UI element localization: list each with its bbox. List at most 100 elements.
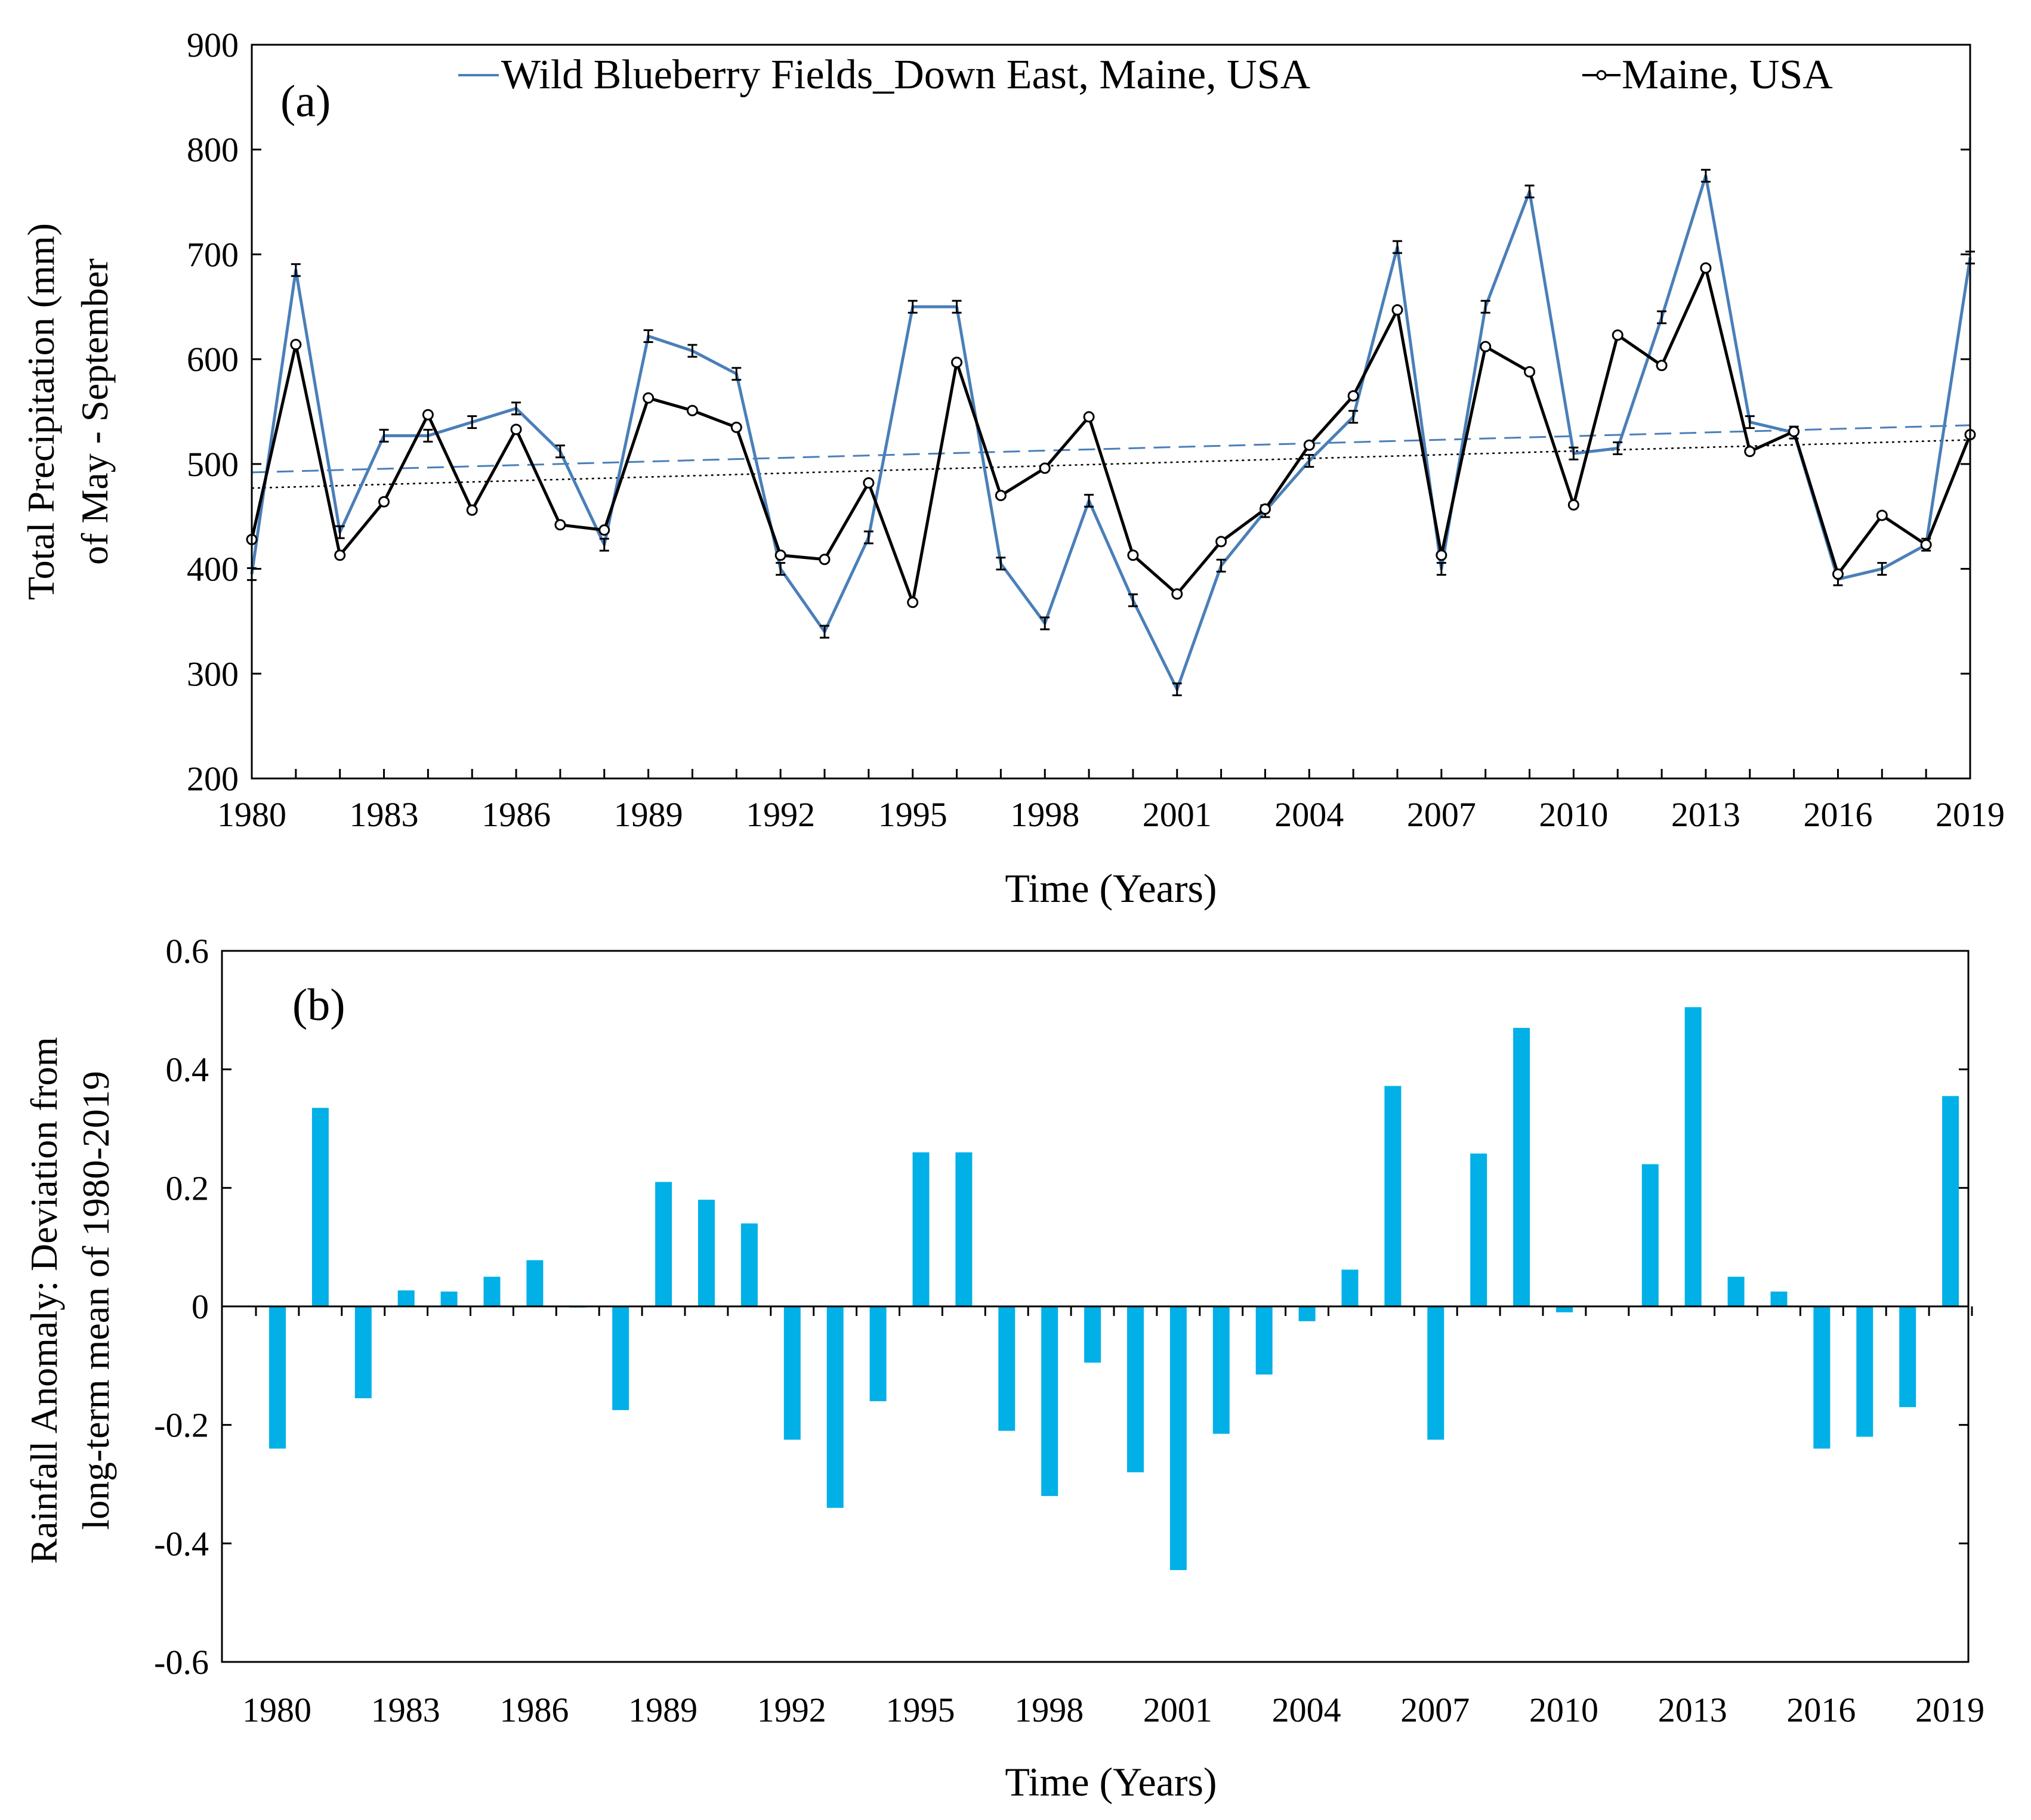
anomaly-bar: [783, 1306, 801, 1440]
panel-a-x-tick-label: 1995: [878, 795, 947, 834]
maine-trendline: [251, 439, 1971, 489]
blueberry-error-bar: [1084, 493, 1094, 508]
blueberry-error-bar: [379, 428, 389, 443]
panel-b-y-tick-label: 0.4: [166, 1050, 209, 1089]
maine-point: [510, 424, 522, 435]
panel-b-x-tick-label: 2001: [1143, 1691, 1212, 1729]
anomaly-bar: [1127, 1306, 1144, 1473]
panel-a-y-tick-label: 500: [187, 445, 239, 484]
anomaly-bar: [1727, 1277, 1745, 1306]
panel-b-x-tick-labels: 1980 1983 1986 1989 1992 1995 1998 2001 2004 2007…: [242, 1691, 1984, 1729]
anomaly-bar: [1856, 1306, 1873, 1437]
anomaly-bar: [311, 1108, 329, 1306]
blueberry-error-bar: [1569, 446, 1579, 461]
panel-b-y-tick-labels: -0.6 -0.4 -0.2 0 0.2 0.4 0.6: [154, 932, 209, 1682]
blueberry-error-bar: [908, 299, 918, 314]
maine-point: [1700, 262, 1712, 274]
panel-b-x-tick-label: 1989: [628, 1691, 697, 1729]
blueberry-error-bar: [291, 263, 301, 277]
panel-a-legend: Wild Blueberry Fields_Down East, Maine, …: [458, 52, 1833, 98]
panel-b-y-tick-label: 0.6: [166, 932, 209, 971]
blueberry-error-bar: [1304, 454, 1314, 468]
blueberry-error-bar: [820, 625, 829, 639]
anomaly-bar: [1942, 1096, 1959, 1306]
anomaly-bar: [1770, 1291, 1788, 1306]
panel-b-x-tick-label: 2016: [1786, 1691, 1856, 1729]
maine-point: [1920, 539, 1932, 551]
panel-a-series-markers: [246, 169, 1976, 697]
panel-b-y-tick-label: -0.4: [154, 1524, 209, 1563]
maine-point: [378, 496, 390, 508]
blueberry-error-bar: [599, 537, 609, 552]
maine-point: [1347, 390, 1359, 402]
maine-point: [1567, 499, 1579, 511]
legend-maine-marker: [1596, 70, 1607, 81]
panel-a-x-tick-label: 2004: [1274, 795, 1344, 834]
blueberry-error-bar: [1657, 310, 1667, 325]
blueberry-error-bar: [1613, 441, 1623, 455]
panel-b-x-tick-label: 1980: [242, 1691, 311, 1729]
anomaly-bar: [826, 1306, 844, 1508]
panel-a-trendlines: [251, 424, 1971, 489]
blueberry-error-bar: [423, 428, 433, 443]
panel-b-x-tick-label: 2019: [1915, 1691, 1984, 1729]
blueberry-error-bar: [1040, 616, 1050, 631]
blueberry-error-bar: [776, 562, 786, 576]
anomaly-bar: [269, 1306, 286, 1449]
panel-b-x-tick-label: 1986: [499, 1691, 569, 1729]
anomaly-bar: [1556, 1306, 1573, 1312]
panel-a-series-lines: [250, 174, 1972, 691]
panel-a-y-tick-label: 400: [187, 550, 239, 589]
blueberry-error-bar: [863, 530, 873, 545]
panel-a-x-tick-label: 1983: [350, 795, 419, 834]
maine-point: [1832, 568, 1844, 580]
panel-a-ticks: [251, 44, 1971, 780]
anomaly-bar: [698, 1200, 715, 1306]
panel-a-x-axis-title: Time (Years): [1005, 866, 1217, 911]
panel-a-label: (a): [280, 76, 331, 126]
anomaly-bar: [1255, 1306, 1273, 1375]
anomaly-bar: [1169, 1306, 1187, 1571]
maine-point: [290, 339, 302, 351]
panel-b-y-axis-title-line1: Rainfall Anomaly: Deviation from: [23, 1037, 65, 1563]
maine-point: [1480, 341, 1492, 353]
maine-point: [334, 549, 346, 561]
anomaly-bar: [1212, 1306, 1230, 1434]
maine-point: [995, 490, 1007, 502]
maine-point: [1259, 503, 1271, 515]
anomaly-bar: [612, 1306, 629, 1410]
maine-point: [819, 554, 831, 566]
panel-a-y-tick-label: 900: [187, 26, 239, 64]
panel-a-x-tick-label: 2013: [1671, 795, 1740, 834]
panel-a-plot-frame: [251, 44, 1971, 780]
maine-point: [1524, 366, 1536, 378]
maine-point: [1876, 509, 1888, 521]
panel-a-x-tick-label: 1980: [217, 795, 286, 834]
panel-a-x-tick-label: 2007: [1407, 795, 1476, 834]
legend-maine-label: Maine, USA: [1622, 52, 1833, 98]
anomaly-bar: [1641, 1164, 1659, 1306]
maine-point: [863, 477, 875, 489]
anomaly-bar: [1084, 1306, 1101, 1363]
blueberry-error-bar: [1480, 299, 1490, 314]
panel-b-x-axis-title: Time (Years): [1005, 1759, 1217, 1804]
panel-b-y-tick-label: -0.6: [154, 1643, 209, 1682]
anomaly-bar: [1470, 1153, 1487, 1306]
blueberry-error-bar: [687, 344, 697, 358]
blueberry-error-bar: [335, 525, 345, 539]
panel-b-anomaly-bar-chart: -0.6-0.4-0.200.20.40.6 1980 1983 1986 1989 1…: [23, 932, 1984, 1804]
panel-b-y-tick-label: 0: [192, 1287, 209, 1326]
panel-b-x-tick-label: 2004: [1272, 1691, 1341, 1729]
maine-series-line: [250, 266, 1972, 604]
blueberry-error-bar: [467, 415, 477, 429]
panel-a-y-tick-label: 700: [187, 235, 239, 274]
anomaly-bar: [1341, 1269, 1359, 1306]
panel-a-y-axis-title-line1: Total Precipitation (mm): [20, 223, 62, 600]
maine-point: [422, 409, 434, 421]
blueberry-error-bar: [952, 299, 962, 314]
blueberry-error-bar: [1436, 562, 1446, 576]
maine-point: [1391, 304, 1403, 316]
panel-a-x-tick-label: 1992: [746, 795, 815, 834]
panel-b-x-tick-label: 1983: [371, 1691, 440, 1729]
